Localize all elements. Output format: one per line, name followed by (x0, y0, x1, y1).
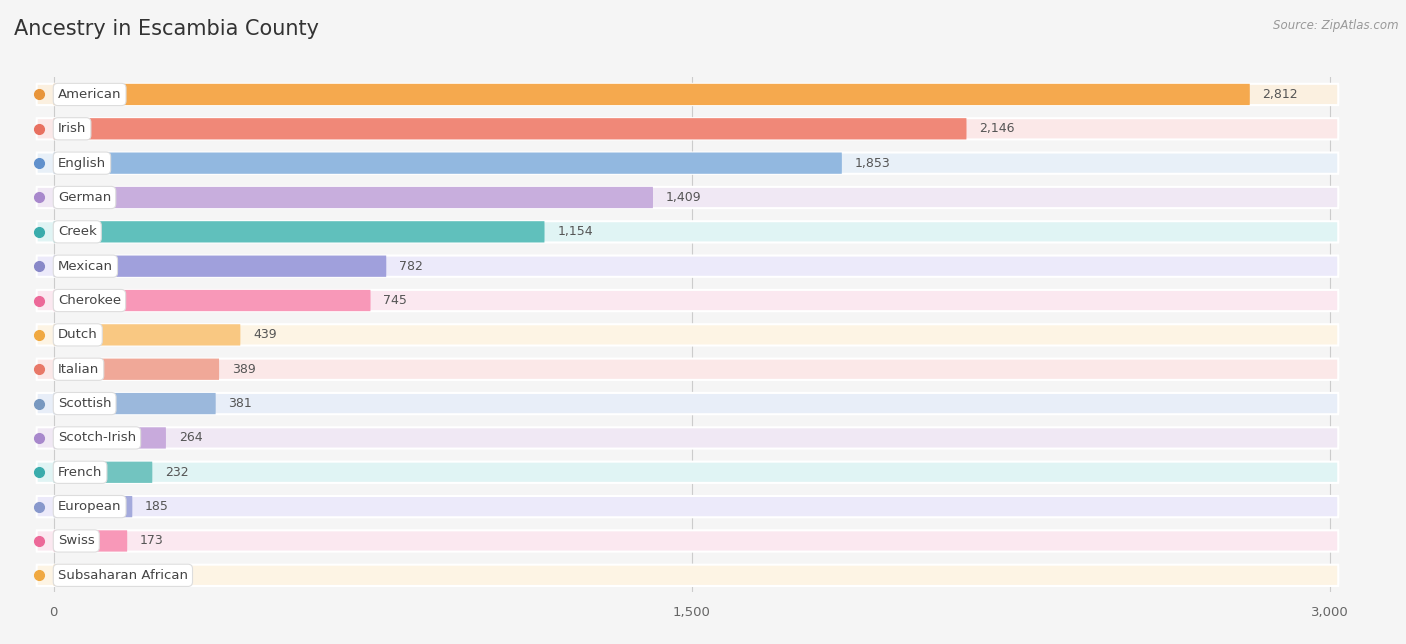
FancyBboxPatch shape (37, 462, 1339, 483)
FancyBboxPatch shape (37, 530, 1339, 552)
Text: 2,146: 2,146 (979, 122, 1015, 135)
Text: Source: ZipAtlas.com: Source: ZipAtlas.com (1274, 19, 1399, 32)
Text: American: American (58, 88, 121, 101)
FancyBboxPatch shape (53, 427, 166, 449)
Text: 782: 782 (399, 260, 423, 272)
Text: 381: 381 (228, 397, 252, 410)
Text: Scotch-Irish: Scotch-Irish (58, 431, 136, 444)
FancyBboxPatch shape (37, 427, 1339, 449)
Text: 185: 185 (145, 500, 169, 513)
FancyBboxPatch shape (37, 118, 1339, 140)
FancyBboxPatch shape (37, 153, 1339, 174)
Text: 142: 142 (127, 569, 150, 582)
Text: 439: 439 (253, 328, 277, 341)
FancyBboxPatch shape (37, 393, 1339, 414)
Text: Subsaharan African: Subsaharan African (58, 569, 188, 582)
Text: Irish: Irish (58, 122, 86, 135)
FancyBboxPatch shape (53, 187, 652, 208)
FancyBboxPatch shape (37, 187, 1339, 208)
FancyBboxPatch shape (53, 530, 127, 552)
FancyBboxPatch shape (53, 393, 215, 414)
FancyBboxPatch shape (37, 84, 1339, 105)
Text: 1,154: 1,154 (557, 225, 593, 238)
FancyBboxPatch shape (53, 496, 132, 517)
Text: 745: 745 (384, 294, 408, 307)
Text: Italian: Italian (58, 363, 100, 375)
Text: Creek: Creek (58, 225, 97, 238)
Text: 389: 389 (232, 363, 256, 375)
Text: 232: 232 (165, 466, 188, 478)
Text: Swiss: Swiss (58, 535, 94, 547)
Text: European: European (58, 500, 121, 513)
FancyBboxPatch shape (37, 256, 1339, 277)
Text: 264: 264 (179, 431, 202, 444)
FancyBboxPatch shape (37, 565, 1339, 586)
FancyBboxPatch shape (37, 496, 1339, 517)
FancyBboxPatch shape (37, 359, 1339, 380)
Text: 2,812: 2,812 (1263, 88, 1298, 101)
Text: Cherokee: Cherokee (58, 294, 121, 307)
FancyBboxPatch shape (53, 256, 387, 277)
FancyBboxPatch shape (53, 565, 114, 586)
Text: English: English (58, 156, 105, 169)
FancyBboxPatch shape (37, 290, 1339, 311)
Text: 1,853: 1,853 (855, 156, 890, 169)
FancyBboxPatch shape (53, 153, 842, 174)
FancyBboxPatch shape (53, 221, 544, 243)
FancyBboxPatch shape (53, 118, 966, 140)
Text: Scottish: Scottish (58, 397, 111, 410)
Text: French: French (58, 466, 103, 478)
FancyBboxPatch shape (53, 84, 1250, 105)
FancyBboxPatch shape (37, 324, 1339, 346)
Text: Dutch: Dutch (58, 328, 97, 341)
FancyBboxPatch shape (53, 290, 371, 311)
FancyBboxPatch shape (53, 462, 152, 483)
Text: Ancestry in Escambia County: Ancestry in Escambia County (14, 19, 319, 39)
Text: 1,409: 1,409 (666, 191, 702, 204)
Text: German: German (58, 191, 111, 204)
Text: Mexican: Mexican (58, 260, 112, 272)
FancyBboxPatch shape (53, 359, 219, 380)
Text: 173: 173 (141, 535, 163, 547)
FancyBboxPatch shape (53, 324, 240, 346)
FancyBboxPatch shape (37, 221, 1339, 243)
